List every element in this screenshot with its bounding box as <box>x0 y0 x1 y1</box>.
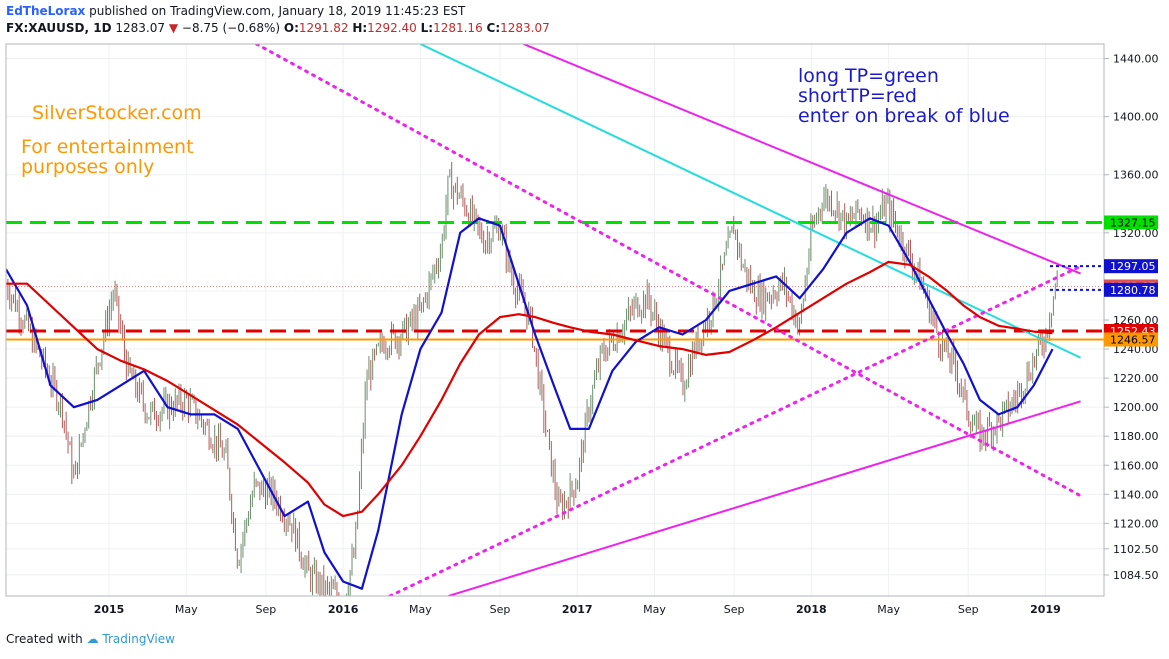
moving-averages <box>6 217 1104 590</box>
x-tick-label: May <box>175 603 198 616</box>
y-tick-label: 1102.50 <box>1113 543 1159 556</box>
moving-average-line <box>6 260 1053 518</box>
x-tick-label: Sep <box>724 603 745 616</box>
symbol-line: FX:XAUUSD, 1D 1283.07 ▼ −8.75 (−0.68%) O… <box>6 21 550 35</box>
price-badges: 1327.151297.051283.071280.781252.431246.… <box>1104 215 1158 347</box>
legend-line-2: shortTP=red <box>798 85 917 107</box>
y-tick-label: 1360.00 <box>1113 169 1159 182</box>
down-arrow-icon: ▼ <box>168 21 179 35</box>
tradingview-logo-icon[interactable]: ☁ <box>86 632 99 646</box>
x-tick-label: May <box>643 603 666 616</box>
x-tick-label: Sep <box>256 603 277 616</box>
y-tick-label: 1400.00 <box>1113 111 1159 124</box>
disclaimer-line-1: For entertainment <box>21 136 194 158</box>
price-badge <box>1104 215 1158 230</box>
y-tick-label: 1140.00 <box>1113 488 1159 501</box>
price-badge <box>1104 282 1158 297</box>
x-tick-label: 2015 <box>94 603 125 616</box>
y-tick-label: 1160.00 <box>1113 459 1159 472</box>
time-axis[interactable]: 2015 May Sep 2016 May Sep 2017 May Sep 2018 May Sep… <box>94 603 1061 616</box>
price-badge-label: 1297.05 <box>1110 260 1156 273</box>
trend-lines <box>255 44 1083 596</box>
x-tick-label: 2018 <box>796 603 827 616</box>
price-change: −8.75 (−0.68%) <box>181 21 281 35</box>
price-badge <box>1104 259 1158 274</box>
y-tick-label: 1180.00 <box>1113 430 1159 443</box>
y-tick-label: 1320.00 <box>1113 227 1159 240</box>
trend-line <box>388 264 1083 596</box>
high-value: 1292.40 <box>367 21 417 35</box>
y-tick-label: 1084.50 <box>1113 569 1159 582</box>
site-annotation: SilverStocker.com <box>32 102 202 124</box>
y-tick-label: 1120.00 <box>1113 517 1159 530</box>
x-tick-label: 2016 <box>328 603 359 616</box>
publish-line: EdTheLorax published on TradingView.com,… <box>6 4 465 18</box>
open-value: 1291.82 <box>298 21 349 35</box>
legend-line-1: long TP=green <box>798 65 939 87</box>
trend-line <box>255 44 1083 498</box>
x-tick-label: Sep <box>490 603 511 616</box>
close-label: C: <box>486 21 501 35</box>
created-with-label: Created with <box>6 632 83 646</box>
footer: Created with ☁ TradingView <box>6 632 175 646</box>
trend-line <box>448 400 1081 596</box>
price-badge-label: 1246.57 <box>1110 334 1156 347</box>
low-label: L: <box>420 21 434 35</box>
x-tick-label: May <box>409 603 432 616</box>
high-label: H: <box>352 21 368 35</box>
close-value: 1283.07 <box>500 21 550 35</box>
price-series <box>6 162 1058 596</box>
author-name[interactable]: EdTheLorax <box>6 4 86 18</box>
x-tick-label: 2019 <box>1030 603 1061 616</box>
legend-line-3: enter on break of blue <box>798 105 1010 127</box>
x-tick-label: 2017 <box>562 603 593 616</box>
low-value: 1281.16 <box>433 21 483 35</box>
price-badge-label: 1280.78 <box>1110 284 1156 297</box>
published-info: published on TradingView.com, January 18… <box>89 4 466 18</box>
last-price: 1283.07 <box>115 21 166 35</box>
horizontal-levels <box>6 220 1104 341</box>
disclaimer-line-2: purposes only <box>21 156 154 178</box>
chart-grid <box>6 44 1104 596</box>
price-badge-label: 1327.15 <box>1110 216 1156 229</box>
moving-average-line <box>6 217 1054 590</box>
tradingview-brand[interactable]: TradingView <box>102 632 175 646</box>
trend-line <box>419 44 1082 359</box>
x-tick-label: May <box>877 603 900 616</box>
open-label: O: <box>283 21 299 35</box>
symbol-name: FX:XAUUSD, 1D <box>6 21 112 35</box>
price-badge <box>1104 332 1158 347</box>
y-tick-label: 1440.00 <box>1113 53 1159 66</box>
y-tick-label: 1220.00 <box>1113 372 1159 385</box>
price-axis[interactable]: 1440.001400.001360.001320.001280.001260.… <box>1104 53 1159 582</box>
y-tick-label: 1260.00 <box>1113 314 1159 327</box>
x-tick-label: Sep <box>958 603 979 616</box>
y-tick-label: 1200.00 <box>1113 401 1159 414</box>
trend-line <box>523 44 1081 275</box>
